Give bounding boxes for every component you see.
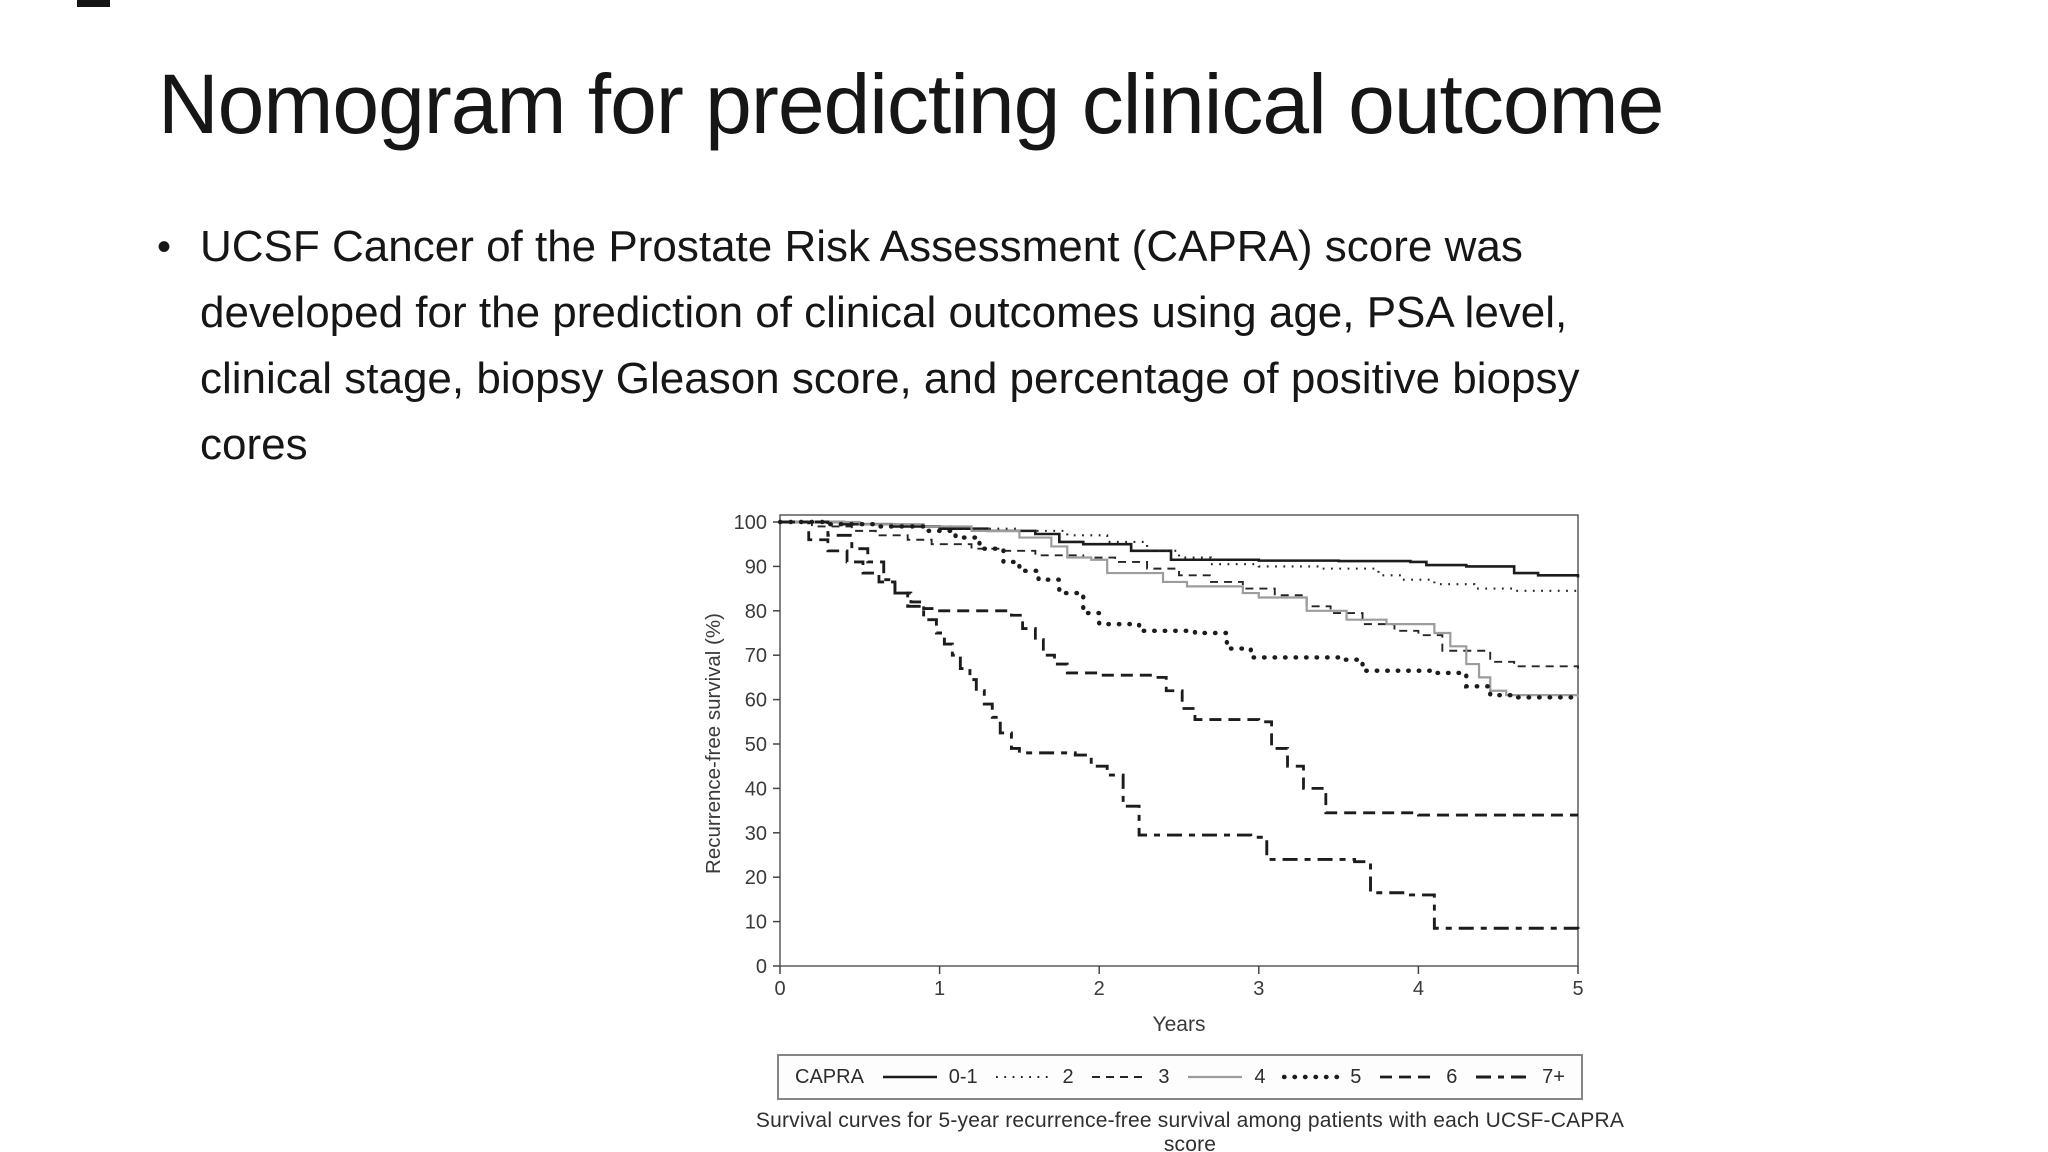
plot-border <box>779 514 1579 967</box>
y-axis-label: Recurrence-free survival (%) <box>702 613 725 874</box>
km-curve-capra-2 <box>780 520 1580 594</box>
legend-line-sample <box>1188 1075 1243 1079</box>
x-tick-label: 3 <box>1253 978 1264 1000</box>
x-tick-label: 2 <box>1094 978 1105 1000</box>
km-curve-capra-5 <box>777 519 1581 702</box>
slide-edge-artifact <box>77 0 110 7</box>
legend-item-capra-7+: 7+ <box>1474 1066 1565 1089</box>
y-tick-label: 10 <box>745 912 767 934</box>
legend-item-label: 4 <box>1254 1065 1266 1088</box>
y-tick-label: 0 <box>756 956 767 978</box>
legend-item-label: 2 <box>1062 1065 1074 1088</box>
y-tick-label: 80 <box>745 601 767 623</box>
bullet-marker: • <box>157 225 172 269</box>
figure-caption: Survival curves for 5-year recurrence-fr… <box>755 1109 1625 1152</box>
legend-item-capra-2: 2 <box>994 1065 1074 1089</box>
legend-line-sample <box>996 1075 1051 1079</box>
x-tick-label: 1 <box>934 978 945 1000</box>
page-title: Nomogram for predicting clinical outcome <box>158 57 1664 151</box>
legend-item-label: 3 <box>1158 1065 1170 1088</box>
legend-item-capra-5: 5 <box>1282 1066 1361 1089</box>
bullet-line: developed for the prediction of clinical… <box>200 288 1568 337</box>
legend-item-label: 7+ <box>1542 1065 1565 1088</box>
y-tick-label: 40 <box>745 778 767 800</box>
x-axis-label: Years <box>1153 1013 1206 1036</box>
km-curve-capra-3 <box>780 521 1579 669</box>
bullet-line: clinical stage, biopsy Gleason score, an… <box>200 354 1580 403</box>
y-tick-label: 90 <box>745 556 767 578</box>
legend-item-capra-0-1: 0-1 <box>881 1066 978 1089</box>
legend-line-sample <box>1380 1075 1435 1079</box>
bullet-line: UCSF Cancer of the Prostate Risk Assessm… <box>200 222 1523 271</box>
km-figure: 0 10 20 30 40 50 60 70 80 90 100 0 1 2 3 4 5 Years Recurre… <box>690 503 1624 1152</box>
bullet-item: • UCSF Cancer of the Prostate Risk Asses… <box>157 214 1579 478</box>
x-tick-label: 0 <box>774 978 785 1000</box>
bullet-text: UCSF Cancer of the Prostate Risk Assessm… <box>200 214 1579 478</box>
legend-item-capra-4: 4 <box>1186 1066 1265 1089</box>
y-tick-label: 30 <box>745 823 767 845</box>
km-survival-chart: 0 10 20 30 40 50 60 70 80 90 100 0 1 2 3 4 5 Years Recurre… <box>702 512 1584 1036</box>
y-tick-label: 60 <box>745 690 767 712</box>
legend-line-sample <box>1282 1074 1341 1080</box>
legend-title: CAPRA <box>795 1065 864 1088</box>
legend-line-sample <box>1092 1076 1147 1078</box>
chart-legend: CAPRA 0-1 2 3 4 5 6 7+ <box>777 1054 1583 1100</box>
y-tick-label: 70 <box>745 645 767 667</box>
bullet-line: cores <box>200 420 308 469</box>
legend-item-label: 6 <box>1446 1065 1458 1088</box>
legend-item-capra-6: 6 <box>1378 1066 1457 1089</box>
km-curve-capra-0-1 <box>780 520 1580 578</box>
legend-line-sample <box>1476 1075 1531 1079</box>
km-curve-capra-4 <box>780 520 1580 698</box>
y-tick-label: 50 <box>745 734 767 756</box>
legend-item-label: 5 <box>1350 1065 1362 1088</box>
legend-item-label: 0-1 <box>948 1065 978 1088</box>
x-tick-label: 5 <box>1572 978 1583 1000</box>
y-tick-label: 20 <box>745 867 767 889</box>
km-curve-capra-7+ <box>780 520 1580 931</box>
km-curve-capra-6 <box>780 520 1578 817</box>
y-tick-label: 100 <box>734 512 767 534</box>
legend-item-capra-3: 3 <box>1090 1065 1170 1089</box>
x-tick-label: 4 <box>1413 978 1424 1000</box>
legend-line-sample <box>882 1075 937 1079</box>
